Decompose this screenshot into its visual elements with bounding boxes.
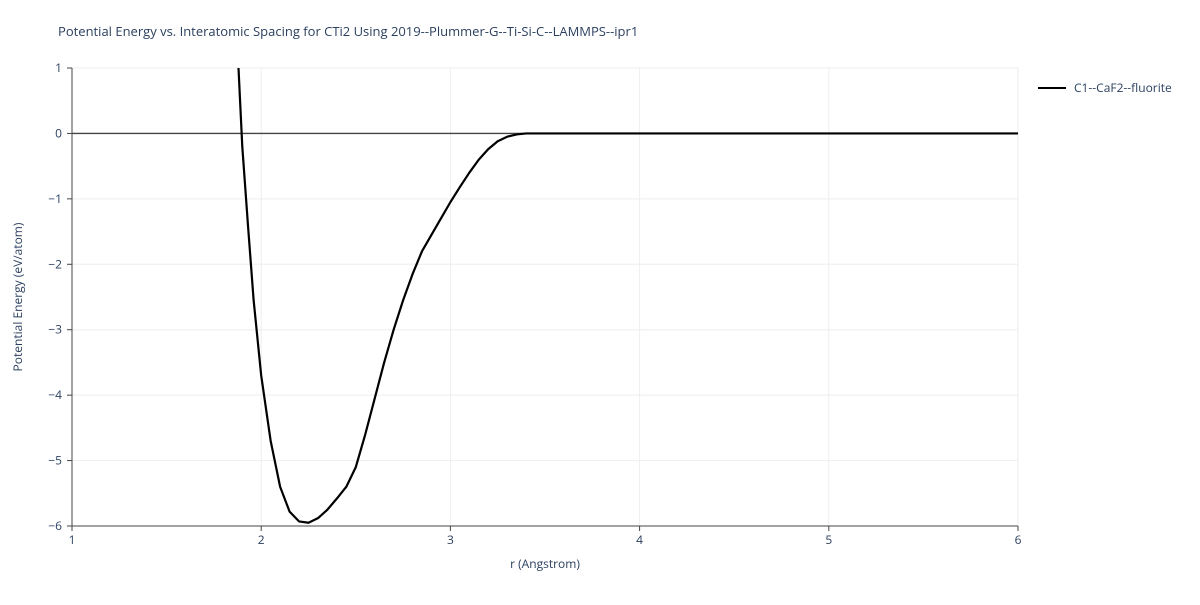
y-tick-label: 0 [55,124,62,141]
x-tick-label: 3 [447,531,454,548]
x-tick-label: 1 [69,531,76,548]
y-tick-label: −3 [48,321,62,338]
legend-label[interactable]: C1--CaF2--fluorite [1074,79,1172,96]
y-tick-label: −2 [48,255,62,272]
y-tick-label: −6 [48,517,62,534]
y-tick-label: −4 [48,386,62,403]
series-line [238,68,1018,523]
x-tick-label: 6 [1015,531,1022,548]
y-tick-label: −1 [48,190,62,207]
x-tick-label: 2 [258,531,265,548]
chart-canvas: 1 2 3 4 5 6 −6 −5 −4 −3 −2 −1 0 1 r (Angstrom) Potentia… [0,0,1200,600]
chart-title: Potential Energy vs. Interatomic Spacing… [58,22,638,40]
x-tick-label: 4 [636,531,643,548]
x-axis-label: r (Angstrom) [510,555,580,572]
y-tick-label: 1 [55,59,62,76]
y-tick-label: −5 [48,452,62,469]
y-axis-label: Potential Energy (eV/atom) [9,222,26,371]
x-tick-label: 5 [825,531,832,548]
